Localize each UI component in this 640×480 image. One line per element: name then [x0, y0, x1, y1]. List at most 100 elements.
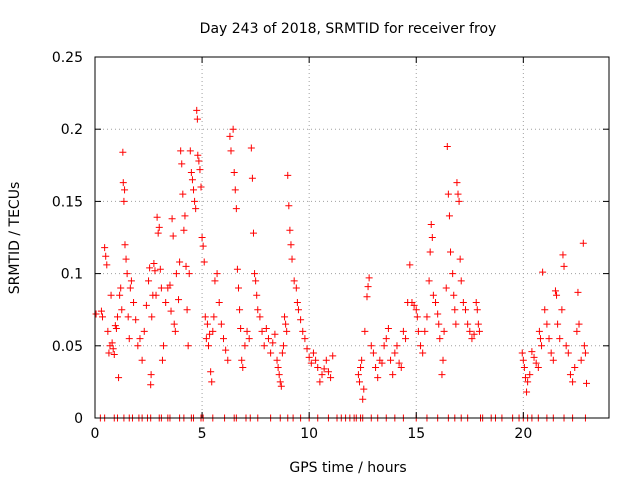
- data-point: [203, 320, 211, 328]
- data-point: [249, 229, 257, 237]
- data-point: [573, 327, 581, 335]
- data-point: [451, 306, 459, 314]
- x-axis-label: GPS time / hours: [289, 460, 406, 476]
- data-point: [119, 179, 127, 187]
- data-point: [378, 359, 386, 367]
- data-point: [309, 349, 317, 357]
- data-point: [360, 385, 368, 393]
- data-point: [320, 365, 328, 373]
- data-point: [275, 371, 283, 379]
- data-point: [282, 320, 290, 328]
- data-point: [251, 270, 259, 278]
- data-point: [549, 356, 557, 364]
- data-point: [297, 316, 305, 324]
- data-point: [231, 186, 239, 194]
- data-point: [357, 363, 365, 371]
- data-point: [583, 379, 591, 387]
- data-point: [109, 345, 117, 353]
- y-tick-label: 0.25: [52, 50, 83, 66]
- data-point: [217, 320, 225, 328]
- data-point: [157, 284, 165, 292]
- data-point: [440, 327, 448, 335]
- data-point: [287, 241, 295, 249]
- data-point: [426, 248, 434, 256]
- data-point: [111, 322, 119, 330]
- data-point: [285, 202, 293, 210]
- data-point: [535, 327, 543, 335]
- data-point: [188, 176, 196, 184]
- data-point: [455, 197, 463, 205]
- data-point: [372, 363, 380, 371]
- data-point: [148, 313, 156, 321]
- data-point: [276, 378, 284, 386]
- data-point: [279, 342, 287, 350]
- data-point: [121, 186, 129, 194]
- data-point: [579, 239, 587, 247]
- data-point: [125, 335, 133, 343]
- data-point: [472, 298, 480, 306]
- data-point: [290, 277, 298, 285]
- data-point: [559, 251, 567, 259]
- data-point: [402, 335, 410, 343]
- data-point: [237, 324, 245, 332]
- data-point: [254, 306, 262, 314]
- data-point: [365, 274, 373, 282]
- data-point: [168, 215, 176, 223]
- data-point: [399, 327, 407, 335]
- data-point: [108, 339, 116, 347]
- data-point: [457, 277, 465, 285]
- data-point: [185, 270, 193, 278]
- data-point: [127, 277, 135, 285]
- data-point: [521, 374, 529, 382]
- data-point: [193, 106, 201, 114]
- data-point: [354, 371, 362, 379]
- data-point: [427, 221, 435, 229]
- data-point: [199, 242, 207, 250]
- data-point: [327, 374, 335, 382]
- data-point: [232, 205, 240, 213]
- data-point: [210, 313, 218, 321]
- data-point: [581, 349, 589, 357]
- data-point: [374, 374, 382, 382]
- data-point: [361, 327, 369, 335]
- data-point: [123, 270, 131, 278]
- data-point: [118, 306, 126, 314]
- x-tick-label: 10: [300, 426, 318, 442]
- data-point: [545, 335, 553, 343]
- data-point: [172, 270, 180, 278]
- data-point: [160, 342, 168, 350]
- data-point: [305, 353, 313, 361]
- data-point: [171, 327, 179, 335]
- y-tick-label: 0.2: [61, 122, 83, 138]
- data-point: [260, 342, 268, 350]
- data-point: [575, 320, 583, 328]
- data-point: [518, 349, 526, 357]
- data-point: [147, 381, 155, 389]
- data-point: [202, 335, 210, 343]
- data-point: [273, 356, 281, 364]
- data-point: [318, 371, 326, 379]
- data-point: [303, 345, 311, 353]
- data-point: [429, 291, 437, 299]
- data-point: [428, 234, 436, 241]
- data-point: [243, 327, 251, 335]
- data-point: [562, 342, 570, 350]
- data-point: [391, 349, 399, 357]
- data-point: [438, 371, 446, 379]
- data-point: [183, 306, 191, 314]
- data-point: [436, 335, 444, 343]
- data-point: [423, 313, 431, 321]
- data-point: [417, 342, 425, 350]
- y-tick-label: 0.05: [52, 339, 83, 355]
- data-point: [180, 226, 188, 234]
- data-point: [119, 148, 127, 156]
- data-point: [167, 307, 175, 315]
- data-point: [382, 335, 390, 343]
- data-point: [278, 349, 286, 357]
- data-point: [113, 313, 121, 321]
- data-point: [571, 363, 579, 371]
- data-point: [292, 284, 300, 292]
- data-point: [264, 335, 272, 343]
- data-point: [470, 330, 478, 338]
- data-point: [473, 306, 481, 314]
